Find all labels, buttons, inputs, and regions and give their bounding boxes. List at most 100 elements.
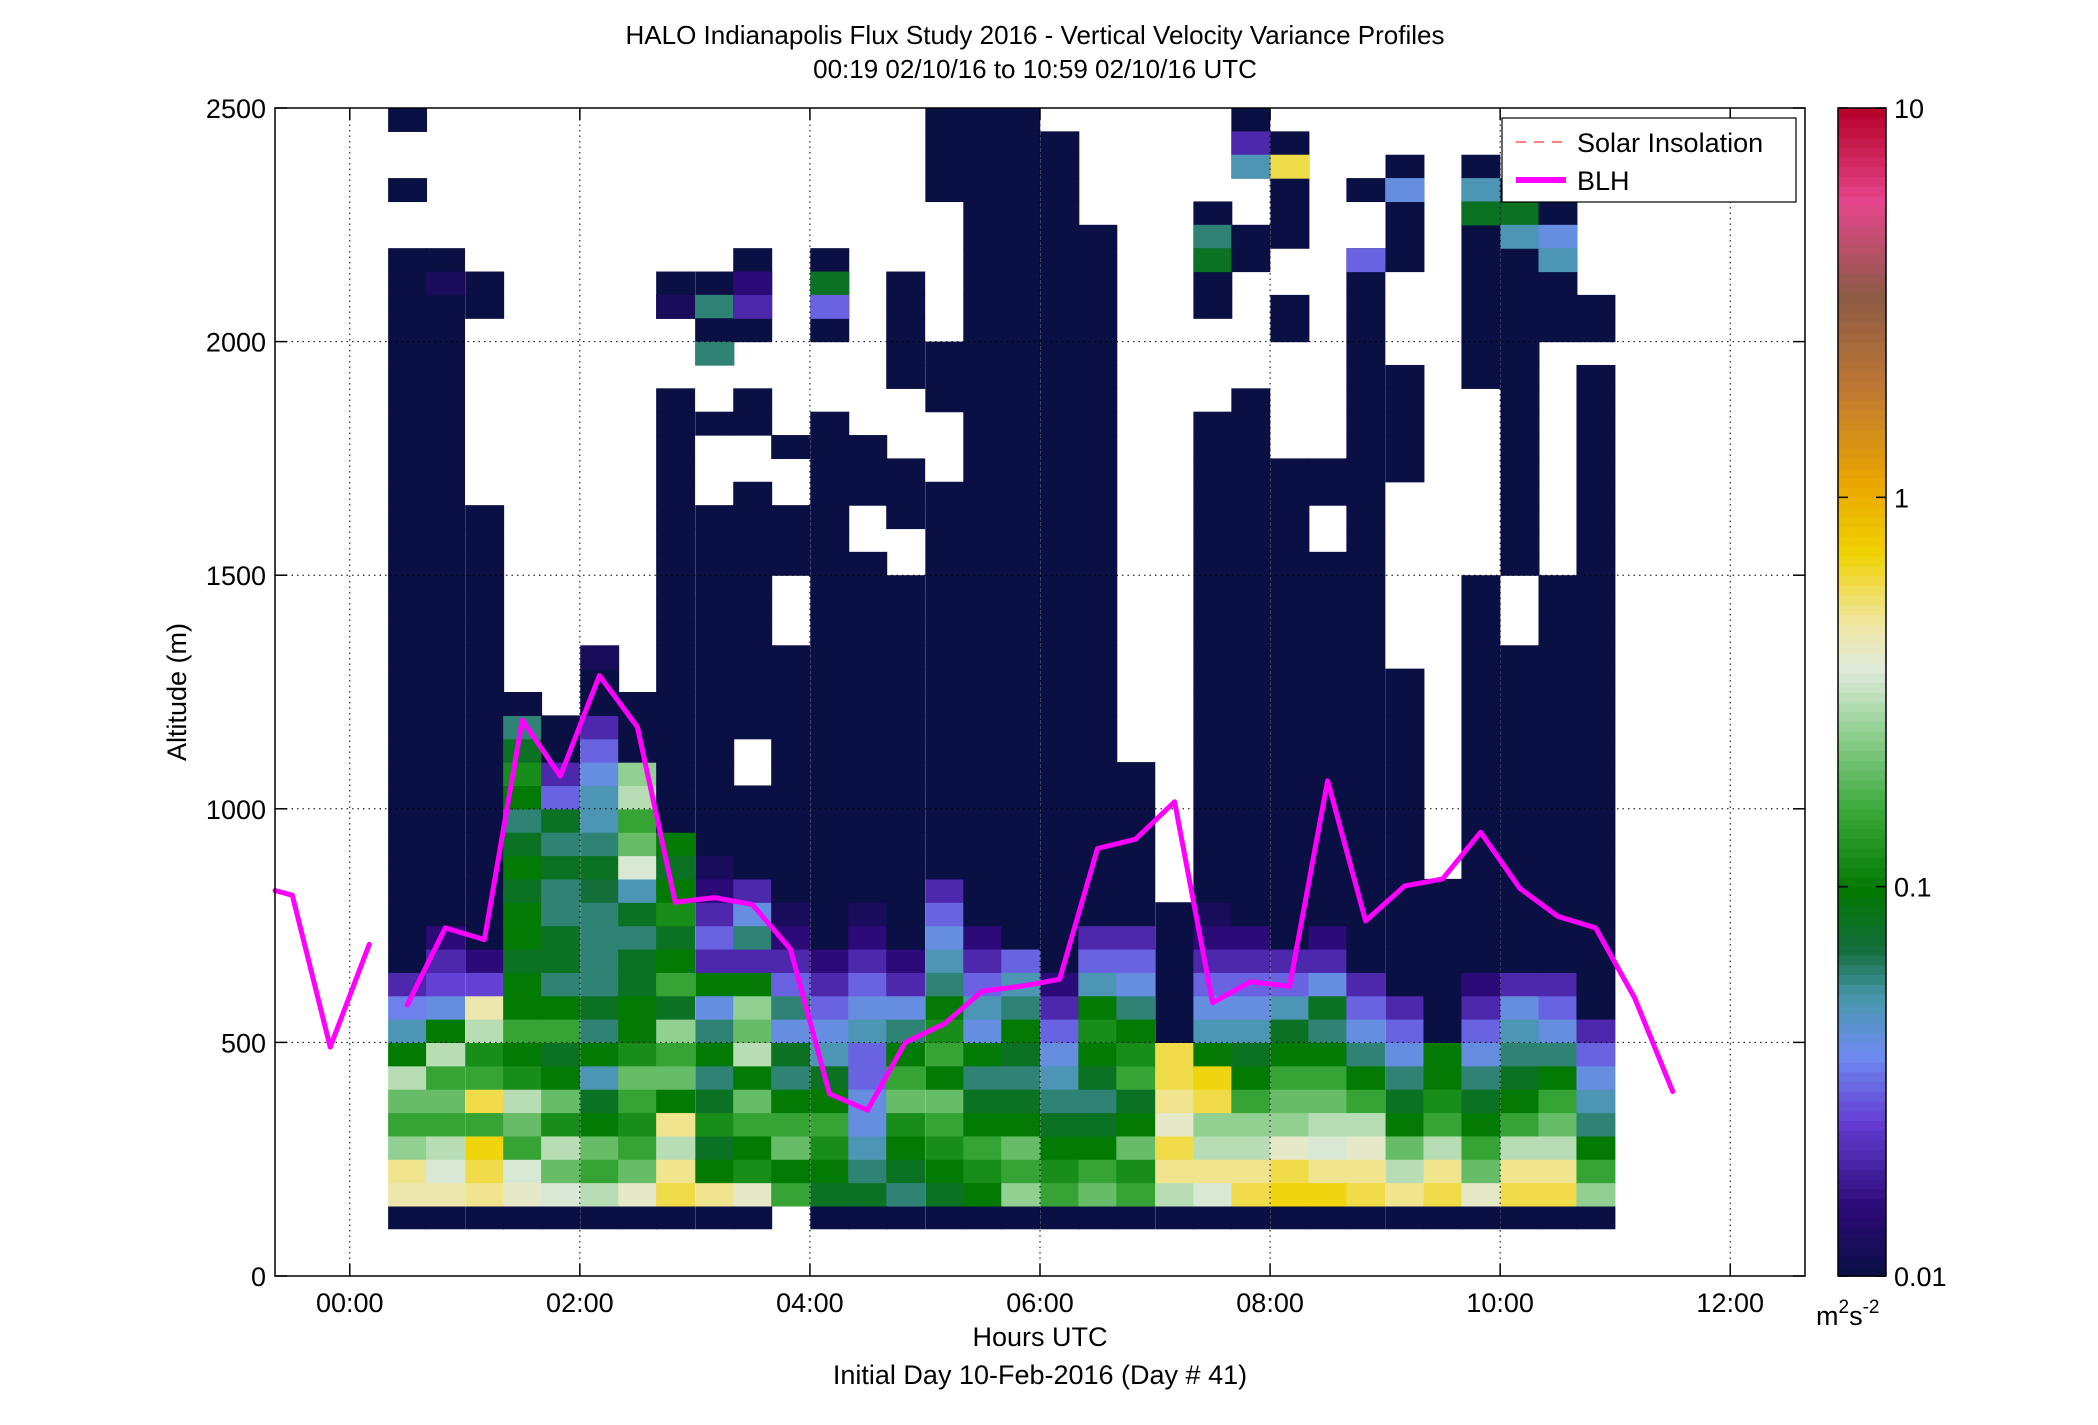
heatmap-cell	[541, 832, 581, 857]
heatmap-cell	[1576, 878, 1616, 903]
heatmap-cell	[1155, 1065, 1195, 1090]
colorbar-segment	[1838, 906, 1886, 917]
heatmap-cell	[656, 1205, 696, 1230]
heatmap-cell	[1001, 1182, 1041, 1207]
heatmap-cell	[1155, 948, 1195, 973]
heatmap-cell	[1500, 972, 1540, 997]
heatmap-cell	[810, 1135, 850, 1160]
heatmap-cell	[963, 1205, 1003, 1230]
heatmap-cell	[1346, 575, 1386, 600]
heatmap-cell	[426, 645, 466, 670]
heatmap-cell	[1346, 178, 1386, 203]
colorbar-segment	[1838, 536, 1886, 547]
heatmap-cell	[1461, 1159, 1501, 1184]
heatmap-cell	[1461, 1065, 1501, 1090]
colorbar-segment	[1838, 1003, 1886, 1014]
heatmap-cell	[426, 1135, 466, 1160]
heatmap-cell	[1116, 1019, 1156, 1043]
heatmap-cell	[426, 855, 466, 880]
heatmap-cell	[1040, 855, 1080, 880]
heatmap-cell	[1270, 481, 1310, 506]
heatmap-cell	[886, 271, 926, 296]
heatmap-cell	[848, 1135, 888, 1160]
colorbar-segment	[1838, 205, 1886, 216]
heatmap-cell	[733, 1089, 773, 1114]
heatmap-cell	[886, 668, 926, 693]
heatmap-cell	[1193, 1112, 1233, 1137]
heatmap-cell	[886, 505, 926, 530]
heatmap-cell	[1193, 808, 1233, 833]
heatmap-cell	[963, 388, 1003, 413]
heatmap-cell	[1538, 1089, 1578, 1114]
heatmap-cell	[848, 878, 888, 903]
heatmap-cell	[1270, 505, 1310, 530]
heatmap-cell	[1308, 715, 1348, 740]
heatmap-cell	[1193, 855, 1233, 880]
colorbar-segment	[1838, 185, 1886, 197]
heatmap-cell	[886, 855, 926, 880]
x-tick-label: 04:00	[776, 1288, 844, 1318]
heatmap-cell	[695, 575, 735, 600]
colorbar-segment	[1838, 838, 1886, 849]
heatmap-cell	[1308, 785, 1348, 810]
heatmap-cell	[1346, 1159, 1386, 1184]
heatmap-cell	[810, 318, 850, 343]
heatmap-cell	[1116, 1065, 1156, 1090]
heatmap-cell	[503, 1019, 543, 1043]
heatmap-cell	[656, 995, 696, 1020]
heatmap-cell	[1193, 1159, 1233, 1184]
colorbar-segment	[1838, 127, 1886, 138]
colorbar-segment	[1838, 195, 1886, 207]
heatmap-cell	[1461, 154, 1501, 179]
heatmap-cell	[541, 808, 581, 833]
heatmap-cell	[963, 808, 1003, 833]
colorbar-segment	[1838, 1013, 1886, 1024]
heatmap-cell	[925, 505, 965, 530]
heatmap-cell	[1270, 925, 1310, 950]
heatmap-cell	[1040, 1089, 1080, 1114]
colorbar-segment	[1838, 1149, 1886, 1160]
heatmap-cell	[465, 1042, 505, 1067]
colorbar-segment	[1838, 409, 1886, 421]
heatmap-cell	[1576, 715, 1616, 740]
heatmap-cell	[1078, 388, 1118, 413]
heatmap-cell	[465, 1019, 505, 1043]
heatmap-cell	[1500, 364, 1540, 389]
heatmap-cell	[848, 925, 888, 950]
colorbar-segment	[1838, 633, 1886, 645]
heatmap-cell	[1040, 1019, 1080, 1043]
heatmap-cell	[1078, 248, 1118, 273]
heatmap-cell	[963, 505, 1003, 530]
heatmap-cell	[1193, 1042, 1233, 1067]
heatmap-cell	[1001, 808, 1041, 833]
heatmap-cell	[1040, 364, 1080, 389]
heatmap-cell	[580, 1112, 620, 1137]
heatmap-cell	[1461, 1089, 1501, 1114]
heatmap-cell	[1538, 1135, 1578, 1160]
heatmap-cell	[426, 505, 466, 530]
colorbar-segment	[1838, 672, 1886, 684]
heatmap-cell	[848, 715, 888, 740]
heatmap-cell	[1576, 1019, 1616, 1043]
heatmap-cell	[1001, 318, 1041, 343]
heatmap-cell	[580, 902, 620, 927]
heatmap-cell	[1040, 762, 1080, 787]
heatmap-cell	[925, 1112, 965, 1137]
heatmap-cell	[465, 785, 505, 810]
heatmap-cell	[618, 948, 658, 973]
heatmap-cell	[1346, 692, 1386, 716]
colorbar-segment	[1838, 1256, 1886, 1268]
heatmap-cell	[618, 995, 658, 1020]
heatmap-cell	[1116, 948, 1156, 973]
heatmap-cell	[388, 108, 428, 132]
heatmap-cell	[1231, 458, 1271, 483]
heatmap-cell	[1001, 505, 1041, 530]
colorbar-segment	[1838, 653, 1886, 664]
heatmap-cell	[580, 715, 620, 740]
heatmap-cell	[886, 878, 926, 903]
heatmap-cell	[656, 948, 696, 973]
heatmap-cell	[1040, 294, 1080, 319]
heatmap-cell	[848, 668, 888, 693]
heatmap-cell	[1346, 318, 1386, 343]
heatmap-cell	[771, 1065, 811, 1090]
